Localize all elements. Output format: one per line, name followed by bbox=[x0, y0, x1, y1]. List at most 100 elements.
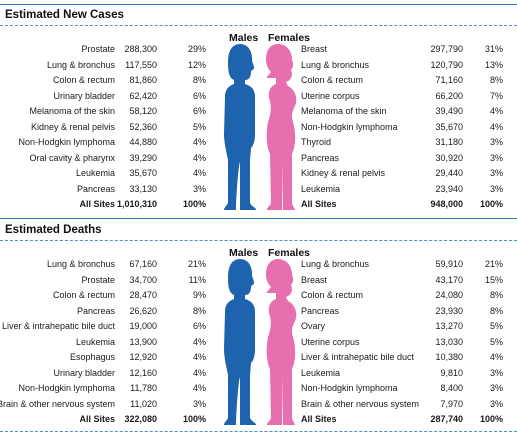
site-label: Melanoma of the skin bbox=[29, 106, 115, 116]
case-count: 31,180 bbox=[435, 137, 463, 147]
table-row: Thyroid 31,180 3% bbox=[301, 135, 511, 150]
table-row: Brain & other nervous system 7,970 3% bbox=[301, 397, 511, 412]
percent-value: 5% bbox=[489, 336, 503, 347]
percent-value: 5% bbox=[489, 321, 503, 331]
table-row: Prostate 288,300 29% bbox=[0, 42, 212, 57]
site-label: Leukemia bbox=[301, 367, 341, 378]
females-heading: Females bbox=[268, 247, 311, 259]
total-row: All Sites 322,080 100% bbox=[0, 412, 212, 427]
female-silhouette-icon bbox=[266, 259, 297, 425]
table-row: Leukemia 9,810 3% bbox=[301, 366, 511, 381]
percent-value: 11% bbox=[188, 274, 206, 285]
site-label: Uterine corpus bbox=[301, 336, 360, 347]
site-label: Colon & rectum bbox=[301, 290, 364, 300]
males-heading: Males bbox=[229, 247, 259, 259]
case-count: 13,900 bbox=[129, 336, 157, 347]
female-silhouette-icon bbox=[266, 44, 297, 210]
table-row: Colon & rectum 28,470 9% bbox=[0, 288, 212, 303]
title-dashed-rule bbox=[0, 240, 517, 241]
percent-value: 100% bbox=[479, 199, 503, 209]
site-label: Non-Hodgkin lymphoma bbox=[18, 137, 115, 147]
percent-value: 100% bbox=[182, 199, 206, 209]
percent-value: 8% bbox=[489, 75, 503, 85]
site-label: Colon & rectum bbox=[52, 290, 115, 300]
case-count: 297,790 bbox=[430, 44, 463, 54]
percent-value: 4% bbox=[192, 352, 206, 362]
table-row: Breast 43,170 15% bbox=[301, 273, 511, 288]
table-row: Pancreas 23,930 8% bbox=[301, 304, 511, 319]
table-row: Leukemia 35,670 4% bbox=[0, 166, 212, 181]
case-count: 81,860 bbox=[129, 75, 157, 85]
table-row: Colon & rectum 24,080 8% bbox=[301, 288, 511, 303]
site-label: Leukemia bbox=[301, 183, 341, 194]
percent-value: 13% bbox=[484, 59, 503, 70]
case-count: 117,550 bbox=[125, 59, 157, 70]
case-count: 43,170 bbox=[435, 274, 463, 285]
table-row: Lung & bronchus 117,550 12% bbox=[0, 58, 212, 73]
case-count: 7,970 bbox=[440, 398, 463, 409]
site-label: Non-Hodgkin lymphoma bbox=[18, 383, 115, 393]
percent-value: 3% bbox=[489, 367, 503, 378]
site-label: Non-Hodgkin lymphoma bbox=[301, 383, 398, 393]
site-label: Lung & bronchus bbox=[301, 259, 370, 269]
case-count: 10,380 bbox=[435, 352, 463, 362]
site-label: Colon & rectum bbox=[52, 75, 115, 85]
table-row: Kidney & renal pelvis 52,360 5% bbox=[0, 120, 212, 135]
case-count: 26,620 bbox=[129, 305, 157, 316]
case-count: 30,920 bbox=[435, 152, 463, 163]
percent-value: 8% bbox=[489, 290, 503, 300]
site-label: All Sites bbox=[301, 414, 337, 424]
table-row: Prostate 34,700 11% bbox=[0, 273, 212, 288]
table-row: Non-Hodgkin lymphoma 8,400 3% bbox=[301, 381, 511, 396]
table-row: Uterine corpus 13,030 5% bbox=[301, 335, 511, 350]
site-label: Leukemia bbox=[75, 168, 115, 178]
case-count: 44,880 bbox=[129, 137, 157, 147]
table-row: Brain & other nervous system 11,020 3% bbox=[0, 397, 212, 412]
site-label: Non-Hodgkin lymphoma bbox=[301, 121, 398, 132]
case-count: 71,160 bbox=[435, 75, 463, 85]
table-row: Breast 297,790 31% bbox=[301, 42, 511, 57]
percent-value: 4% bbox=[192, 168, 206, 178]
table-row: Liver & intrahepatic bile duct 19,000 6% bbox=[0, 319, 212, 334]
site-label: Leukemia bbox=[75, 336, 115, 347]
case-count: 8,400 bbox=[440, 383, 463, 393]
case-count: 35,670 bbox=[129, 168, 157, 178]
case-count: 11,020 bbox=[130, 398, 157, 409]
percent-value: 8% bbox=[489, 305, 503, 316]
percent-value: 3% bbox=[489, 383, 503, 393]
table-row: Colon & rectum 81,860 8% bbox=[0, 73, 212, 88]
case-count: 120,790 bbox=[430, 59, 463, 70]
percent-value: 3% bbox=[489, 168, 503, 178]
percent-value: 31% bbox=[484, 44, 503, 54]
percent-value: 3% bbox=[192, 183, 206, 194]
table-row: Pancreas 33,130 3% bbox=[0, 182, 212, 197]
site-label: Oral cavity & pharynx bbox=[29, 152, 115, 163]
case-count: 322,080 bbox=[124, 414, 157, 424]
percent-value: 5% bbox=[192, 121, 206, 132]
percent-value: 29% bbox=[187, 44, 206, 54]
site-label: Thyroid bbox=[301, 137, 332, 147]
table-row: Non-Hodgkin lymphoma 44,880 4% bbox=[0, 135, 212, 150]
percent-value: 4% bbox=[192, 383, 206, 393]
case-count: 12,920 bbox=[129, 352, 157, 362]
table-row: Colon & rectum 71,160 8% bbox=[301, 73, 511, 88]
case-count: 58,120 bbox=[129, 106, 157, 116]
section-rule bbox=[0, 218, 517, 219]
case-count: 11,780 bbox=[130, 383, 157, 393]
table-row: Pancreas 30,920 3% bbox=[301, 151, 511, 166]
males-heading: Males bbox=[229, 32, 259, 44]
site-label: Pancreas bbox=[76, 305, 115, 316]
table-row: Urinary bladder 12,160 4% bbox=[0, 366, 212, 381]
site-label: Uterine corpus bbox=[301, 90, 360, 101]
case-count: 35,670 bbox=[435, 121, 463, 132]
percent-value: 8% bbox=[192, 75, 206, 85]
case-count: 19,000 bbox=[129, 321, 157, 331]
site-label: Melanoma of the skin bbox=[301, 106, 387, 116]
site-label: Pancreas bbox=[301, 152, 340, 163]
site-label: Prostate bbox=[81, 44, 115, 54]
site-label: Liver & intrahepatic bile duct bbox=[301, 352, 415, 362]
table-row: Uterine corpus 66,200 7% bbox=[301, 89, 511, 104]
percent-value: 7% bbox=[489, 90, 503, 101]
percent-value: 21% bbox=[484, 259, 503, 269]
case-count: 66,200 bbox=[435, 90, 463, 101]
